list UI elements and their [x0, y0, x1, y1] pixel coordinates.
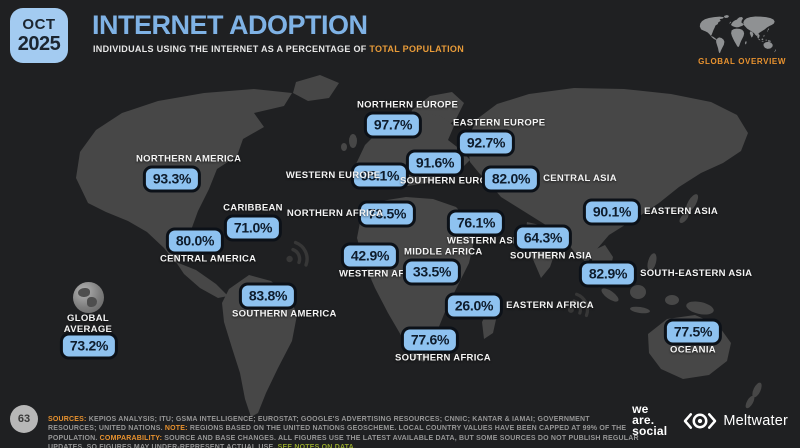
region-label: CARIBBEAN [223, 202, 283, 214]
region-label: NORTHERN AFRICA [286, 207, 384, 219]
subtitle-text: INDIVIDUALS USING THE INTERNET AS A PERC… [93, 44, 370, 54]
mini-world-map-icon [699, 15, 777, 54]
region: 97.7% NORTHERN EUROPE [357, 100, 458, 139]
meltwater-logo: Meltwater [683, 411, 788, 431]
we-are-social-line: are. [632, 413, 655, 428]
region-label: CENTRAL AMERICA [159, 253, 257, 265]
region-badge: 95.1% WESTERN EUROPE [286, 162, 410, 190]
region-badge: 33.5% MIDDLE AFRICA [402, 247, 482, 286]
we-are-social-line: we [632, 402, 649, 416]
region-badge: 92.7% EASTERN EUROPE [453, 118, 545, 157]
globe-icon [73, 282, 104, 313]
region-label: NORTHERN EUROPE [356, 99, 459, 111]
date-month: OCT [22, 16, 56, 33]
signal-icon [286, 240, 309, 267]
subtitle-highlight: TOTAL POPULATION [369, 44, 464, 54]
region-label: OCEANIA [670, 344, 716, 356]
region-badge: 90.1% EASTERN ASIA [582, 198, 718, 226]
meltwater-wordmark: Meltwater [723, 412, 788, 429]
region-badge: 80.0% CENTRAL AMERICA [160, 227, 256, 264]
region-badge: 42.9% WESTERN AFRICA [339, 242, 429, 279]
page-number: 63 [10, 405, 38, 433]
date-badge: OCT 2025 [10, 8, 68, 63]
region-label: SOUTHERN EUROPE [399, 175, 501, 187]
region-badge: 77.6% SOUTHERN AFRICA [395, 326, 491, 363]
region: 26.0% EASTERN AFRICA [444, 292, 594, 320]
region: 33.5% MIDDLE AFRICA [402, 247, 482, 286]
region-badge: 83.8% SOUTHERN AMERICA [232, 282, 336, 319]
signal-icon [567, 292, 590, 318]
region-label: SOUTHERN AFRICA [394, 352, 491, 364]
notes-on-data-link[interactable]: SEE NOTES ON DATA. [277, 444, 357, 448]
region-label: SOUTHERN ASIA [509, 250, 593, 262]
region-badge: 97.7% NORTHERN EUROPE [357, 100, 458, 139]
global-overview-label: GLOBAL OVERVIEW [698, 57, 786, 66]
region-label: CENTRAL ASIA [543, 172, 617, 184]
region-badge: 82.0% CENTRAL ASIA [481, 165, 617, 193]
sources-segment: SOURCE AND BASE CHANGES. ALL FIGURES USE… [48, 434, 639, 448]
region-label: EASTERN EUROPE [452, 117, 546, 129]
region: 95.1% WESTERN EUROPE [286, 162, 410, 190]
region: 93.3% NORTHERN AMERICA [136, 154, 241, 193]
region-label: EASTERN AFRICA [506, 299, 594, 311]
region: 82.9% SOUTH-EASTERN ASIA [578, 260, 752, 288]
region-badge: 77.5% OCEANIA [663, 318, 723, 355]
sources-segment: COMPARABILITY: [99, 434, 163, 442]
region: 83.8% SOUTHERN AMERICA [232, 282, 336, 319]
region-badge: 64.3% SOUTHERN ASIA [510, 224, 592, 261]
region-label: SOUTH-EASTERN ASIA [640, 267, 753, 279]
sources-segment: KEPIOS ANALYSIS; ITU; GSMA INTELLIGENCE;… [48, 416, 590, 433]
footer: 63 SOURCES: KEPIOS ANALYSIS; ITU; GSMA I… [0, 400, 800, 448]
region-badge: 73.5% NORTHERN AFRICA [287, 200, 417, 228]
meltwater-eye-icon [684, 412, 717, 429]
logos: we are. social Meltwater [632, 402, 788, 439]
sources-segment: REGIONS BASED ON THE UNITED NATIONS GEOS… [48, 425, 627, 442]
sources-segment: SOURCES: [48, 416, 87, 423]
we-are-social-line: social [632, 424, 668, 439]
page-subtitle: INDIVIDUALS USING THE INTERNET AS A PERC… [93, 44, 464, 54]
page-title: INTERNET ADOPTION [92, 10, 368, 40]
global-average-label: GLOBAL AVERAGE [63, 313, 113, 335]
date-year: 2025 [17, 33, 61, 55]
sources-text: SOURCES: KEPIOS ANALYSIS; ITU; GSMA INTE… [48, 415, 640, 448]
region-badge: 93.3% NORTHERN AMERICA [136, 154, 241, 193]
region-label: MIDDLE AFRICA [403, 246, 483, 258]
region: 64.3% SOUTHERN ASIA [510, 224, 592, 261]
global-overview: GLOBAL OVERVIEW [698, 14, 786, 66]
region-label: WESTERN EUROPE [285, 169, 381, 181]
region-label: SOUTHERN AMERICA [231, 308, 337, 320]
region: 73.5% NORTHERN AFRICA [287, 200, 417, 228]
header: OCT 2025 INTERNET ADOPTION INDIVIDUALS U… [0, 0, 800, 70]
region-label: EASTERN ASIA [644, 205, 719, 217]
sources-segment: NOTE: [164, 425, 188, 433]
region: 77.5% OCEANIA [663, 318, 723, 355]
region-label: WESTERN AFRICA [338, 268, 429, 280]
region: 42.9% WESTERN AFRICA [339, 242, 429, 279]
region: 77.6% SOUTHERN AFRICA [395, 326, 491, 363]
region: 76.1% WESTERN ASIA [446, 209, 523, 246]
region-badge: 82.9% SOUTH-EASTERN ASIA [578, 260, 752, 288]
region: 91.6% SOUTHERN EUROPE [400, 149, 500, 186]
region-badge: 71.0% CARIBBEAN [223, 203, 283, 242]
region: 82.0% CENTRAL ASIA [481, 165, 617, 193]
region-label: NORTHERN AMERICA [135, 153, 242, 165]
region: 71.0% CARIBBEAN [223, 203, 283, 242]
region: 90.1% EASTERN ASIA [582, 198, 718, 226]
region-badge: 26.0% EASTERN AFRICA [444, 292, 594, 320]
region-badge: 91.6% SOUTHERN EUROPE [400, 149, 500, 186]
global-average-value: 73.2% [59, 332, 119, 360]
region-label: WESTERN ASIA [446, 235, 524, 247]
global-average-badge: 73.2% [59, 332, 119, 360]
we-are-social-logo: we are. social [632, 402, 668, 439]
region: 92.7% EASTERN EUROPE [453, 118, 545, 157]
region: 80.0% CENTRAL AMERICA [160, 227, 256, 264]
region-badge: 76.1% WESTERN ASIA [446, 209, 523, 246]
